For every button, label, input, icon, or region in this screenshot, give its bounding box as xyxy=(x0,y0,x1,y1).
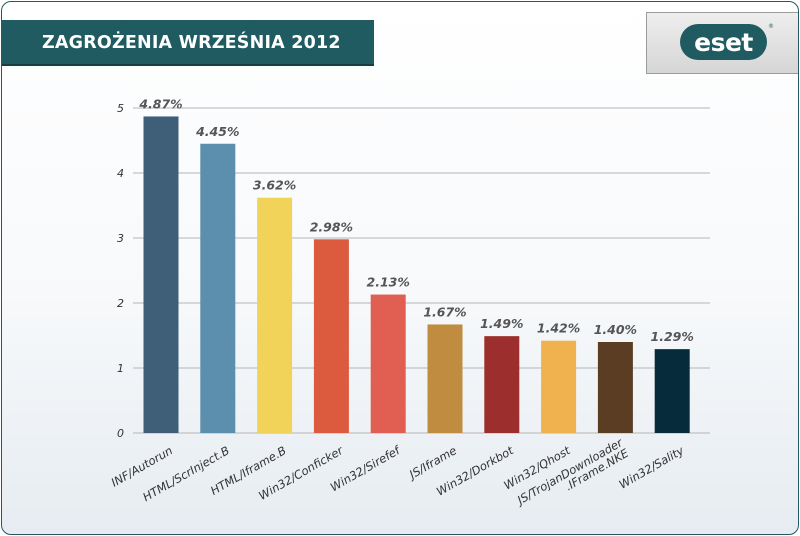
bar xyxy=(313,239,349,433)
y-tick-label: 3 xyxy=(117,232,124,245)
bar xyxy=(654,349,690,433)
y-tick-label: 4 xyxy=(117,167,124,180)
bar xyxy=(427,324,463,433)
bar xyxy=(143,116,179,433)
data-label: 1.49% xyxy=(480,316,523,331)
data-label: 2.13% xyxy=(367,275,410,290)
data-label: 1.29% xyxy=(651,329,694,344)
data-label: 4.45% xyxy=(195,124,239,139)
eset-logo: eset ® xyxy=(646,12,798,74)
y-tick-label: 5 xyxy=(117,102,124,115)
data-label: 2.98% xyxy=(310,219,353,234)
eset-logo-text: eset xyxy=(694,28,753,57)
bar xyxy=(257,197,293,433)
title-banner: ZAGROŻENIA WRZEŚNIA 2012 xyxy=(2,20,374,64)
y-tick-label: 1 xyxy=(117,362,124,375)
bar xyxy=(541,340,577,433)
y-tick-label: 0 xyxy=(117,427,124,440)
registered-mark: ® xyxy=(768,23,774,30)
bar xyxy=(484,336,520,433)
chart-title: ZAGROŻENIA WRZEŚNIA 2012 xyxy=(42,33,341,53)
data-label: 1.40% xyxy=(594,322,637,337)
data-label: 3.62% xyxy=(253,178,296,193)
bar xyxy=(370,294,406,433)
data-label: 1.42% xyxy=(537,321,580,336)
eset-logo-badge: eset xyxy=(680,24,767,60)
y-tick-label: 2 xyxy=(117,297,124,310)
bar xyxy=(597,342,633,433)
bar xyxy=(200,143,236,433)
x-tick-label: Win32/Sality xyxy=(616,443,686,491)
data-label: 4.87% xyxy=(138,96,182,111)
data-label: 1.67% xyxy=(423,304,466,319)
